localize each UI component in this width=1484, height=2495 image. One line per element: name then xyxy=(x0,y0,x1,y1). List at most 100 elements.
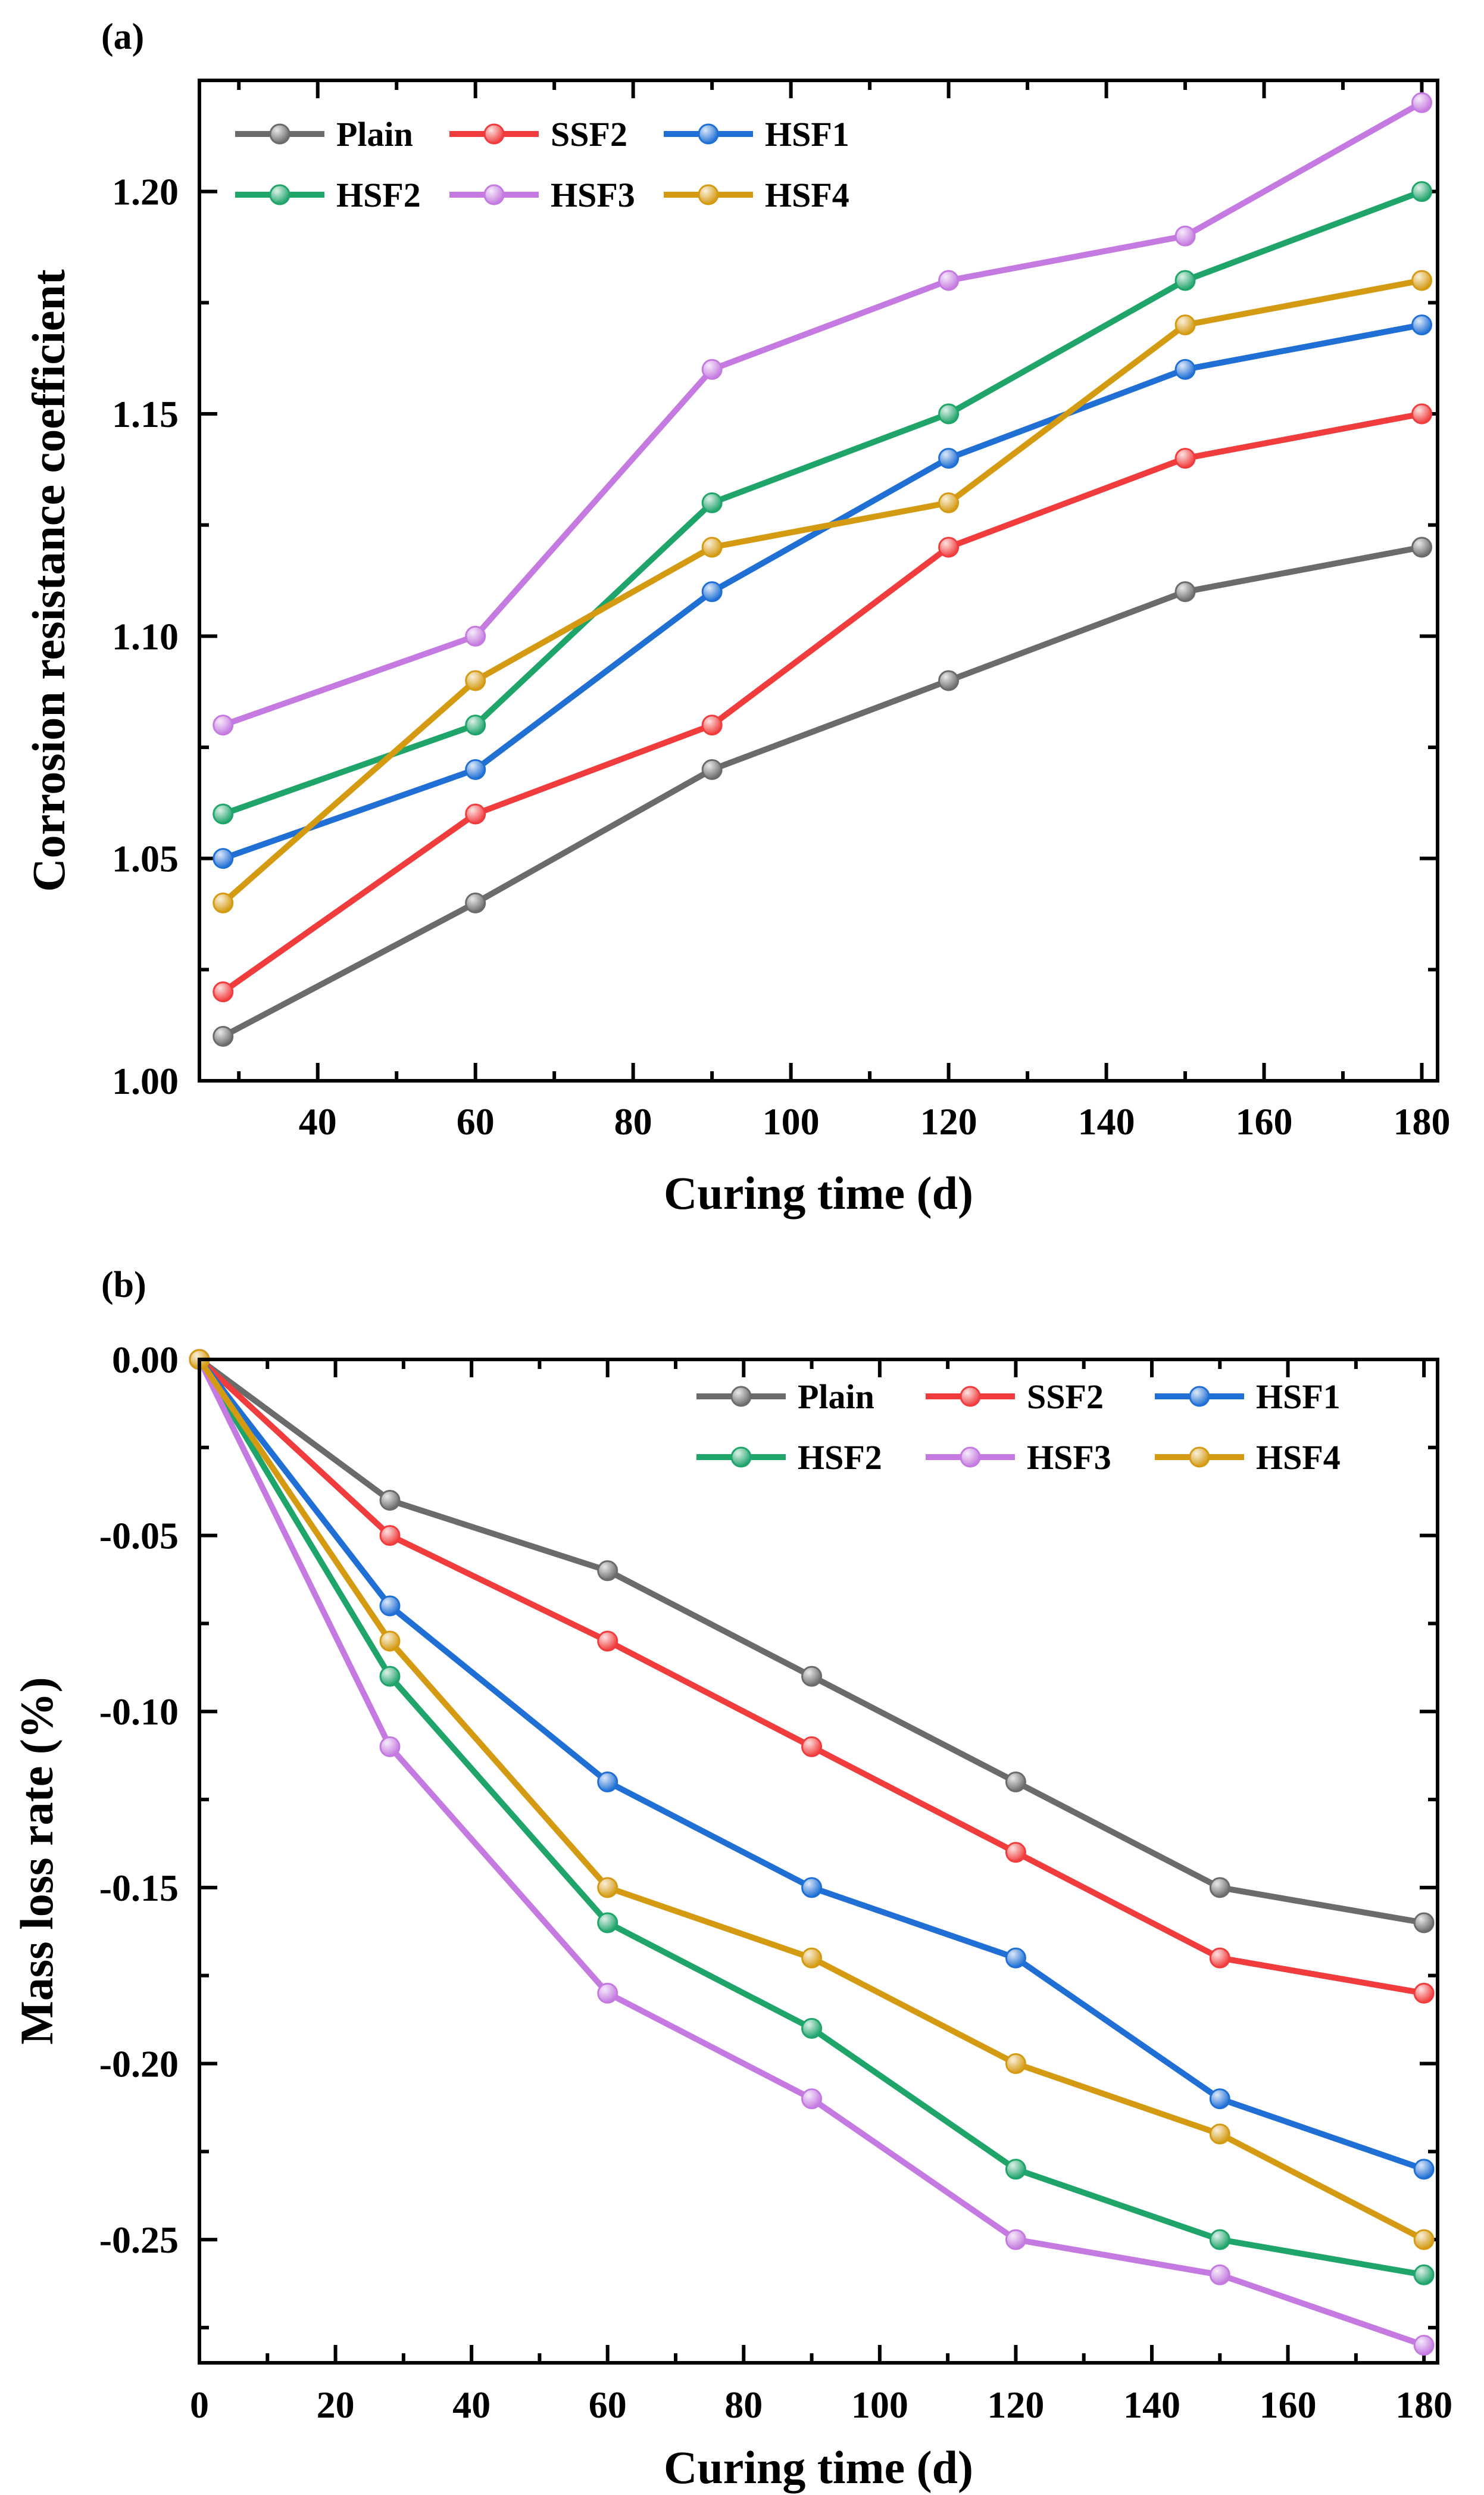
data-point-hsf3 xyxy=(465,625,486,647)
legend-label-hsf3: HSF3 xyxy=(1027,1438,1111,1477)
legend-label-hsf3: HSF3 xyxy=(551,176,635,214)
panel-a-ticks xyxy=(199,80,1438,1083)
data-point-hsf1 xyxy=(1005,1947,1026,1969)
data-point-hsf2 xyxy=(1005,2159,1026,2180)
data-point-plain xyxy=(213,1025,234,1047)
legend-label-hsf2: HSF2 xyxy=(798,1438,882,1477)
legend-marker-plain xyxy=(269,123,290,145)
data-point-hsf4 xyxy=(1005,2053,1026,2074)
y-tick-label: 1.15 xyxy=(112,393,179,435)
x-tick-label: 60 xyxy=(589,2384,627,2426)
data-point-ssf2 xyxy=(1413,1982,1435,2004)
panel-a-plot-frame xyxy=(198,79,1439,1083)
data-point-hsf3 xyxy=(379,1736,401,1757)
x-tick-label: 140 xyxy=(1078,1100,1135,1143)
x-tick-label: 160 xyxy=(1236,1100,1293,1143)
x-tick-label: 80 xyxy=(614,1100,652,1143)
data-point-hsf3 xyxy=(801,2088,823,2110)
legend-label-ssf2: SSF2 xyxy=(551,115,627,154)
y-tick-label: 1.20 xyxy=(112,171,179,213)
data-point-hsf1 xyxy=(213,848,234,869)
legend-marker-ssf2 xyxy=(960,1386,981,1407)
data-point-hsf2 xyxy=(379,1666,401,1687)
y-tick-label: 1.05 xyxy=(112,838,179,880)
panel-b-ticks xyxy=(198,1358,1438,2363)
panel-b-legend: Plain SSF2 HSF1 HSF2 HSF3 HSF4 xyxy=(696,1377,1341,1477)
data-point-hsf2 xyxy=(213,803,234,825)
x-tick-label: 160 xyxy=(1260,2384,1317,2426)
x-tick-label: 120 xyxy=(987,2384,1044,2426)
y-tick-label: 0.00 xyxy=(112,1339,179,1381)
panel-a-y-tick-labels: 1.00 1.05 1.10 1.15 1.20 xyxy=(112,171,179,1102)
data-point-hsf1 xyxy=(938,448,960,469)
data-point-plain xyxy=(801,1666,823,1687)
data-point-hsf1 xyxy=(1411,314,1433,336)
panel-b-y-tick-labels: 0.00 -0.05 -0.10 -0.15 -0.20 -0.25 xyxy=(99,1339,179,2261)
x-tick-label: 120 xyxy=(920,1100,977,1143)
data-point-plain xyxy=(597,1560,618,1582)
data-point-plain xyxy=(701,759,723,780)
data-point-hsf2 xyxy=(1209,2229,1230,2250)
data-point-hsf4 xyxy=(1174,314,1196,336)
data-point-hsf4 xyxy=(597,1877,618,1898)
data-point-hsf2 xyxy=(801,2017,823,2039)
data-point-ssf2 xyxy=(597,1630,618,1652)
legend-marker-hsf2 xyxy=(269,184,290,205)
series-line-hsf4 xyxy=(221,277,1423,906)
legend-marker-hsf4 xyxy=(1189,1446,1210,1468)
data-point-hsf3 xyxy=(1413,2334,1435,2356)
panel-b-mass-loss-chart: (b) 0 20 40 60 80 100 120 140 160 180 0.00 -0.05 -0… xyxy=(11,1265,1452,2493)
data-point-hsf4 xyxy=(801,1947,823,1969)
data-point-ssf2 xyxy=(1005,1842,1026,1863)
legend-label-hsf4: HSF4 xyxy=(1256,1438,1341,1477)
legend-label-hsf4: HSF4 xyxy=(765,176,849,214)
data-point-hsf2 xyxy=(1413,2264,1435,2285)
panel-a-x-axis-title: Curing time (d) xyxy=(664,1167,973,1219)
legend-marker-hsf1 xyxy=(1189,1386,1210,1407)
legend-marker-plain xyxy=(730,1386,752,1407)
panel-b-x-tick-labels: 0 20 40 60 80 100 120 140 160 180 xyxy=(190,2384,1452,2426)
x-tick-label: 40 xyxy=(452,2384,490,2426)
panel-a-corrosion-chart: (a) 40 60 80 100 120 140 160 180 1.001.051.101.… xyxy=(23,17,1451,1219)
legend-marker-hsf3 xyxy=(960,1446,981,1468)
panel-a-series xyxy=(213,92,1433,1047)
data-point-hsf1 xyxy=(1174,358,1196,380)
data-point-plain xyxy=(1413,1912,1435,1933)
panel-a-legend: Plain SSF2 HSF1 HSF2 HSF3 HSF4 xyxy=(235,115,849,214)
y-tick-label: -0.15 xyxy=(99,1867,179,1909)
y-tick-label: -0.20 xyxy=(99,2042,179,2085)
panel-a-label: (a) xyxy=(101,17,144,57)
x-tick-label: 20 xyxy=(317,2384,355,2426)
legend-marker-ssf2 xyxy=(483,123,505,145)
series-line-hsf2 xyxy=(222,188,1423,817)
legend-label-hsf1: HSF1 xyxy=(765,115,849,154)
panel-b-y-axis-title: Mass loss rate (%) xyxy=(11,1677,63,2044)
legend-marker-hsf4 xyxy=(698,184,719,205)
series-line-hsf1 xyxy=(197,1357,1425,2172)
data-point-hsf2 xyxy=(465,715,486,736)
data-point-hsf4 xyxy=(465,670,486,691)
data-point-hsf3 xyxy=(1174,225,1196,247)
series-line-plain xyxy=(221,544,1423,1039)
data-point-hsf3 xyxy=(1209,2264,1230,2285)
data-point-hsf4 xyxy=(938,492,960,513)
legend-label-plain: Plain xyxy=(336,115,413,154)
data-point-hsf3 xyxy=(597,1982,618,2004)
x-tick-label: 140 xyxy=(1123,2384,1180,2426)
legend-marker-hsf2 xyxy=(730,1446,752,1468)
data-point-plain xyxy=(1174,581,1196,603)
panel-b-label: (b) xyxy=(101,1265,146,1305)
data-point-hsf4 xyxy=(1209,2123,1230,2145)
data-point-ssf2 xyxy=(1411,403,1433,425)
panel-b-x-axis-title: Curing time (d) xyxy=(664,2441,973,2493)
data-point-hsf4 xyxy=(1413,2229,1435,2250)
x-tick-label: 80 xyxy=(724,2384,763,2426)
data-point-hsf2 xyxy=(938,403,960,425)
data-point-hsf1 xyxy=(1413,2159,1435,2180)
data-point-hsf2 xyxy=(597,1912,618,1933)
data-point-hsf3 xyxy=(701,358,723,380)
legend-label-ssf2: SSF2 xyxy=(1027,1377,1104,1416)
series-line-hsf3 xyxy=(222,99,1423,728)
data-point-plain xyxy=(1005,1771,1026,1792)
